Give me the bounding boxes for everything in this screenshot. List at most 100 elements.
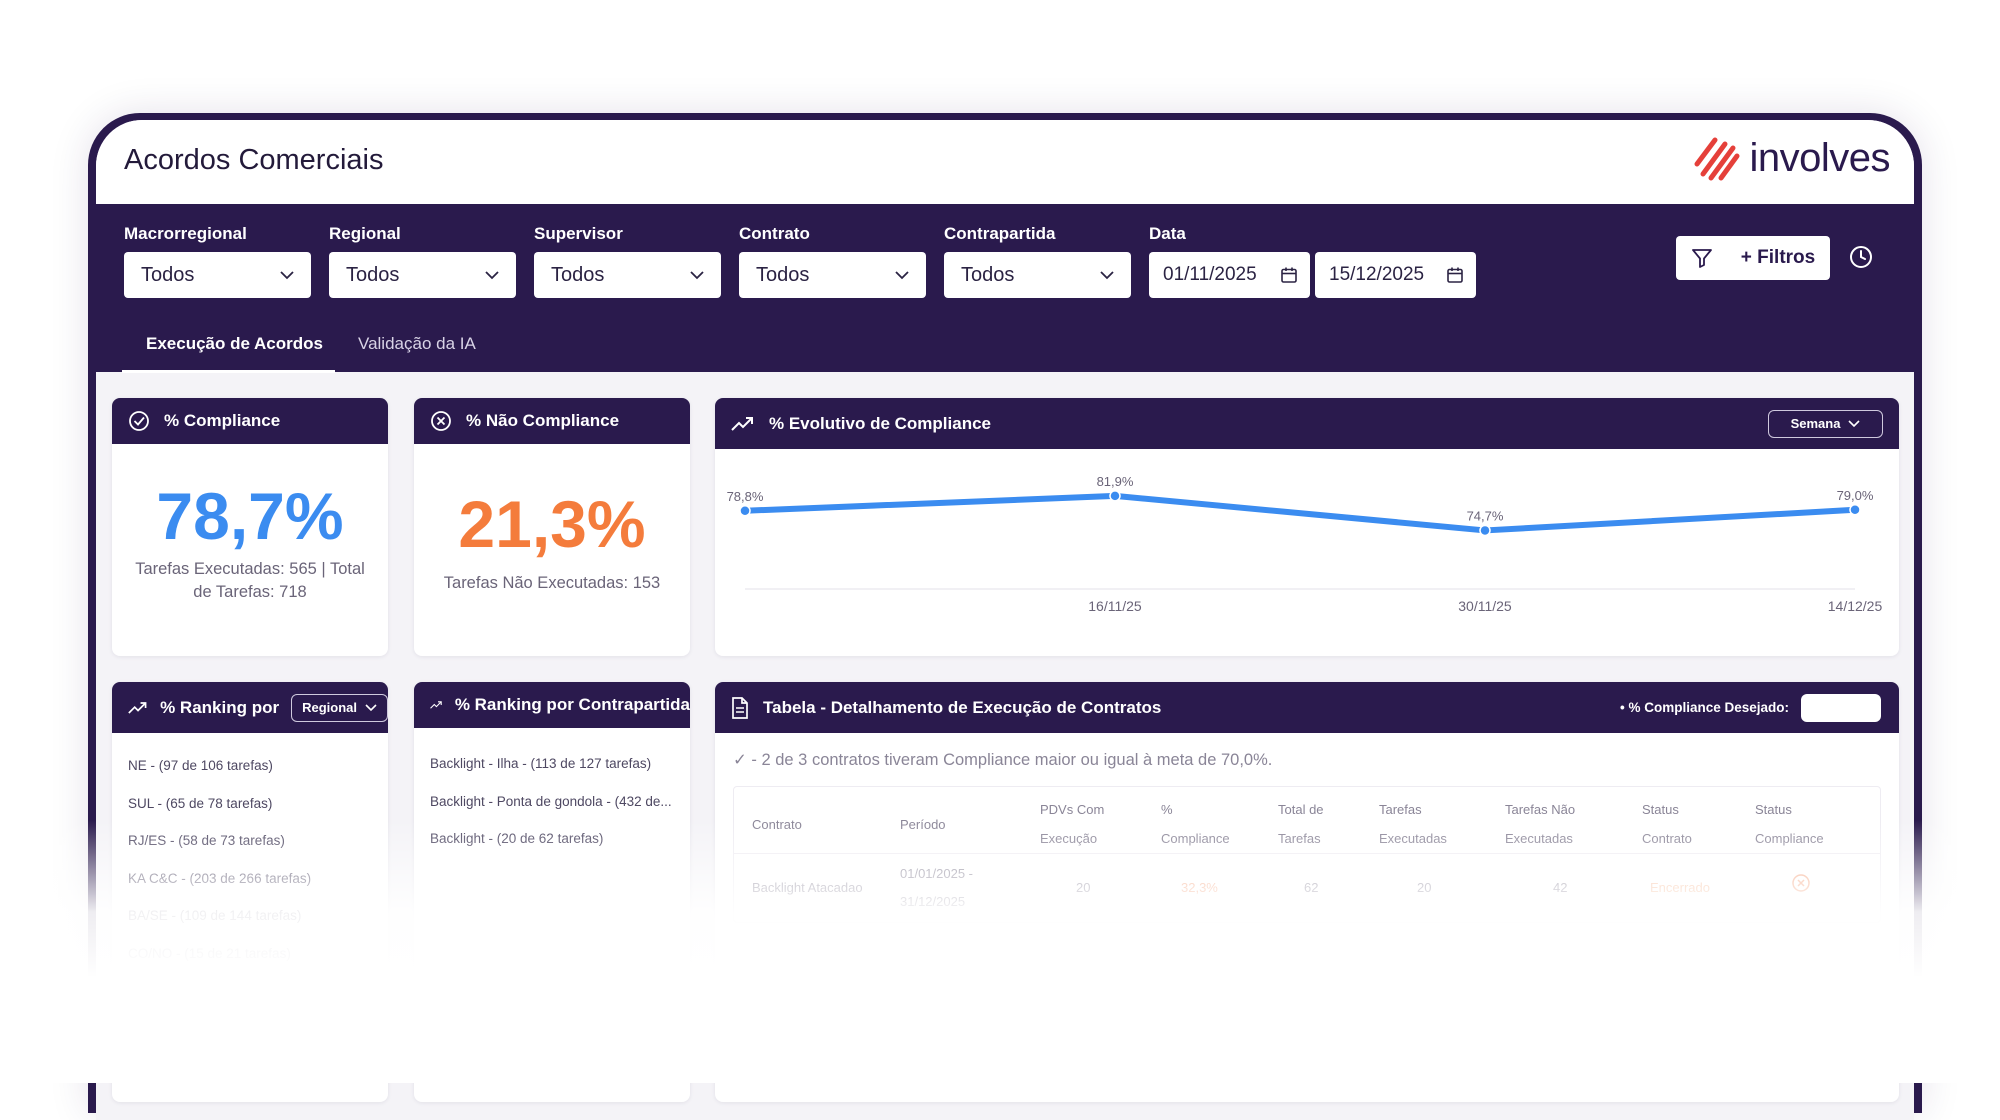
filter-label: Macrorregional [124, 224, 247, 243]
select-value: Todos [551, 263, 605, 286]
contrato-select[interactable]: Todos [739, 252, 926, 298]
cell-nao-executadas: 42 [1553, 880, 1568, 895]
card-title: % Compliance [164, 411, 281, 430]
end-date-input[interactable]: 15/12/2025 [1315, 252, 1476, 298]
filter-bar: Macrorregional Todos Regional Todos Supe… [96, 204, 1914, 314]
filter-contrato: Contrato Todos [739, 224, 926, 298]
column-header-executadas[interactable]: Tarefas Executadas [1379, 802, 1447, 846]
macrorregional-select[interactable]: Todos [124, 252, 311, 298]
filter-supervisor: Supervisor Todos [534, 224, 721, 298]
table-header-row: Contrato Período PDVs Com Execução % Compl… [734, 795, 1880, 854]
card-header: % Ranking por Regional [112, 682, 388, 733]
page-title: Acordos Comerciais [124, 144, 384, 176]
app-screen: Acordos Comerciais involves Macrorregion… [96, 120, 1914, 1120]
x-circle-icon [1792, 874, 1810, 892]
desired-compliance-label: • % Compliance Desejado: [1619, 700, 1789, 715]
card-title: % Ranking por [160, 697, 280, 717]
cell-pdvs: 20 [1076, 880, 1091, 895]
tabs-bar: Execução de Acordos Validação da IA [96, 314, 1914, 373]
chevron-down-icon [895, 271, 909, 280]
data-label: 78,8% [727, 489, 764, 504]
filter-macrorregional: Macrorregional Todos [124, 224, 311, 298]
list-item: Backlight - Ilha - (113 de 127 tarefas) [430, 756, 652, 771]
contracts-table-wrapper: Contrato Período PDVs Com Execução % Compl… [733, 786, 1881, 923]
ranking-dimension-select[interactable]: Regional [291, 693, 388, 722]
document-icon [732, 696, 748, 719]
cell-status-compliance [1755, 854, 1880, 923]
compliance-value: 78,7% [156, 479, 344, 553]
select-value: Todos [141, 263, 195, 286]
tab-validacao-da-ia[interactable]: Validação da IA [358, 334, 476, 353]
card-title: Tabela - Detalhamento de Execução de Con… [763, 697, 1162, 717]
column-header-contrato[interactable]: Contrato [752, 816, 802, 832]
cell-compliance: 32,3% [1181, 880, 1218, 895]
compliance-detail: Tarefas Executadas: 565 | Total de Taref… [135, 560, 365, 601]
data-point[interactable] [1849, 504, 1861, 516]
data-point[interactable] [1479, 524, 1491, 537]
start-date-input[interactable]: 01/11/2025 [1149, 252, 1310, 298]
list-item: NE - (97 de 106 tarefas) [128, 758, 273, 773]
list-item: BA/SE - (109 de 144 tarefas) [128, 908, 302, 923]
x-tick-label: 16/11/25 [1088, 598, 1142, 614]
evolution-line-chart: 78,8% 81,9% 74,7% 79,0% 16/11/25 30/11/25 14/1… [727, 474, 1883, 614]
evolution-card: % Evolutivo de Compliance Semana 78,8% 81… [715, 398, 1899, 656]
history-clock-icon[interactable] [1848, 244, 1874, 270]
column-header-total[interactable]: Total de Tarefas [1278, 802, 1324, 846]
card-header: % Não Compliance [414, 398, 690, 444]
column-header-status-compliance[interactable]: Status Compliance [1755, 802, 1824, 846]
filter-data: Data 01/11/2025 15/12/2025 [1149, 224, 1476, 298]
x-tick-label: 14/12/25 [1828, 598, 1883, 614]
list-item: Backlight - Ponta de gondola - (432 de..… [430, 793, 672, 809]
trending-up-icon [430, 701, 442, 709]
logo-text: involves [1749, 135, 1890, 180]
data-point[interactable] [739, 505, 751, 517]
period-select[interactable]: Semana [1768, 409, 1883, 438]
column-header-pdvs[interactable]: PDVs Com Execução [1040, 802, 1105, 846]
ranking-regional-card: % Ranking por Regional NE - (97 de 106 t… [112, 682, 388, 1102]
chevron-down-icon [280, 271, 294, 280]
more-filters-button[interactable]: + Filtros [1676, 236, 1830, 280]
x-circle-icon [431, 411, 451, 431]
data-label: 79,0% [1837, 488, 1874, 503]
column-header-nao-executadas[interactable]: Tarefas Não Executadas [1505, 802, 1576, 846]
list-item: KA C&C - (203 de 266 tarefas) [128, 870, 312, 886]
tab-execucao-de-acordos[interactable]: Execução de Acordos [146, 334, 323, 353]
filter-regional: Regional Todos [329, 224, 516, 298]
select-value: Todos [346, 263, 400, 286]
data-point[interactable] [1109, 490, 1121, 502]
chevron-down-icon [690, 271, 704, 280]
list-item: CO/NO - (15 de 21 tarefas) [128, 945, 291, 961]
supervisor-select[interactable]: Todos [534, 252, 721, 298]
trending-up-icon [731, 416, 753, 431]
column-header-status-contrato[interactable]: Status Contrato [1642, 802, 1692, 846]
table-summary: ✓ - 2 de 3 contratos tiveram Compliance … [733, 751, 1273, 769]
calendar-icon [1281, 267, 1297, 283]
contracts-table: Contrato Período PDVs Com Execução % Compl… [734, 795, 1880, 922]
contracts-table-card: Tabela - Detalhamento de Execução de Con… [715, 682, 1899, 1102]
desired-compliance-input[interactable] [1801, 693, 1881, 722]
cell-total: 62 [1304, 880, 1319, 895]
cell-executadas: 20 [1417, 880, 1432, 895]
non-compliance-value: 21,3% [458, 487, 646, 561]
ranking-select-value: Regional [302, 700, 357, 715]
contrapartida-select[interactable]: Todos [944, 252, 1131, 298]
cell-contrato: Backlight Atacadao [752, 880, 863, 895]
card-header: % Evolutivo de Compliance Semana [715, 398, 1899, 449]
x-tick-label: 30/11/25 [1458, 598, 1512, 614]
series-line [742, 492, 1858, 534]
select-value: Todos [961, 263, 1015, 286]
column-header-compliance[interactable]: % Compliance [1161, 802, 1230, 846]
check-circle-icon [129, 411, 149, 431]
list-item: Backlight - (20 de 62 tarefas) [430, 831, 604, 846]
list-item: RJ/ES - (58 de 73 tarefas) [128, 833, 285, 848]
filter-label: Supervisor [534, 224, 623, 243]
card-title: % Ranking por Contrapartida [454, 695, 690, 714]
regional-select[interactable]: Todos [329, 252, 516, 298]
compliance-card: % Compliance 78,7% Tarefas Executadas: 5… [112, 398, 388, 656]
column-header-periodo[interactable]: Período [900, 816, 946, 832]
table-row[interactable]: Backlight Atacadao 01/01/2025 -31/12/202… [734, 853, 1880, 923]
data-label: 81,9% [1097, 474, 1134, 489]
more-filters-label: + Filtros [1740, 247, 1816, 268]
trending-up-icon [128, 701, 147, 714]
chevron-down-icon [1100, 271, 1114, 280]
